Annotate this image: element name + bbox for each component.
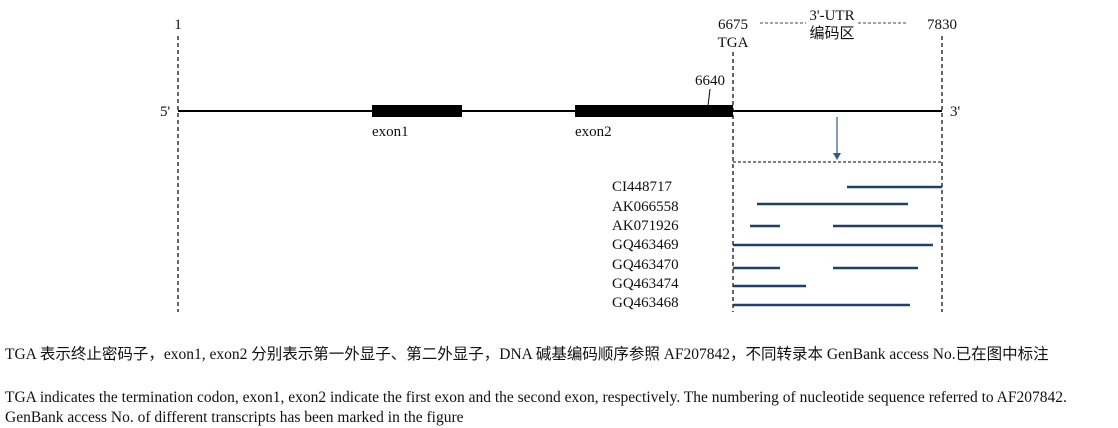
transcript-label: GQ463474 [612,276,679,292]
position-end-label: 7830 [927,17,957,33]
utr-sublabel: 编码区 [809,25,854,42]
stop-codon-label: TGA [718,35,749,51]
transcript-segments [733,185,942,307]
exon2-block [575,105,733,117]
transcript-label: GQ463468 [612,295,679,311]
figure-caption-zh: TGA 表示终止密码子，exon1, exon2 分别表示第一外显子、第二外显子… [5,346,1049,363]
exon1-label: exon1 [372,124,409,140]
utr-arrow-head [833,153,841,160]
three-prime-label: 3' [950,104,961,120]
transcript-label: AK066558 [612,199,679,215]
transcript-label: GQ463470 [612,257,679,273]
exon1-block [372,105,462,117]
exon2-end-tick [707,88,711,107]
five-prime-label: 5' [160,104,171,120]
utr-label: 3'-UTR [809,8,854,24]
figure-caption-en: TGA indicates the termination codon, exo… [5,389,1067,426]
position-start-label: 1 [174,17,182,33]
exon2-label: exon2 [575,124,612,140]
gene-structure-diagram: 1 6675 TGA 7830 3'-UTR 编码区 6640 5' 3' ex… [160,8,961,312]
position-stop-label: 6675 [718,17,748,33]
exon2-end-label: 6640 [695,73,725,89]
transcript-label: CI448717 [612,179,673,195]
transcript-label: GQ463469 [612,237,679,253]
transcript-label: AK071926 [612,218,679,234]
transcript-labels: CI448717 AK066558 AK071926 GQ463469 GQ46… [612,179,679,311]
